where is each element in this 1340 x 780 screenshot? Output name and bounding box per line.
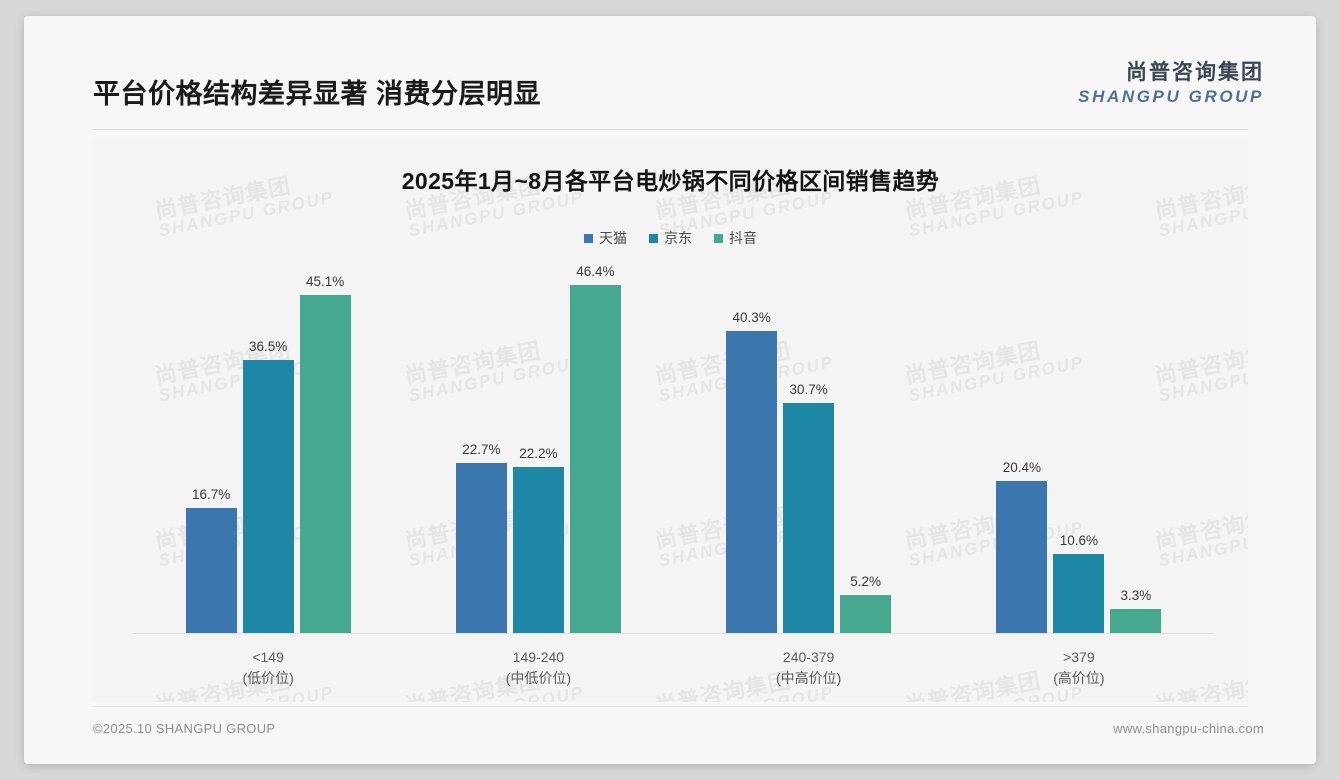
x-axis-category-sublabel: (中高价位) [775, 670, 842, 687]
bar-rect[interactable] [1110, 609, 1162, 634]
x-axis-category-range: >379 [1063, 648, 1095, 665]
x-axis-category-range: 240-379 [782, 648, 835, 665]
bar-京东-240-379[interactable]: 30.7% [783, 258, 835, 634]
legend-label: 京东 [664, 230, 692, 246]
plot-area: 16.7% 36.5% 45.1% 22.7% 22.2% 46.4% 40.3% 30.7%… [133, 258, 1214, 634]
bar-rect[interactable] [569, 285, 621, 634]
bar-京东-<149[interactable]: 36.5% [242, 258, 294, 634]
brand-name-en: SHANGPU GROUP [1078, 87, 1264, 106]
bar-京东-149-240[interactable]: 22.2% [512, 258, 564, 634]
bar-rect[interactable] [840, 594, 892, 634]
chart-title: 2025年1月~8月各平台电炒锅不同价格区间销售趋势 [401, 168, 940, 194]
bar-groups: 16.7% 36.5% 45.1% 22.7% 22.2% 46.4% 40.3% 30.7%… [133, 258, 1214, 634]
bar-天猫-149-240[interactable]: 22.7% [455, 258, 507, 634]
bar-value-label: 40.3% [732, 309, 771, 325]
bar-value-label: 22.7% [462, 442, 501, 458]
legend-label: 抖音 [729, 230, 757, 246]
legend-swatch-icon [714, 233, 723, 243]
x-axis-category-range: <149 [252, 648, 284, 665]
bars: 40.3% 30.7% 5.2% [674, 258, 944, 634]
bar-rect[interactable] [512, 467, 564, 634]
x-axis-category-sublabel: (中低价位) [505, 670, 572, 687]
x-axis-line [133, 633, 1214, 634]
legend-label: 天猫 [599, 230, 627, 246]
bar-value-label: 5.2% [850, 573, 882, 589]
brand-logo: 尚普咨询集团 SHANGPU GROUP [1078, 62, 1264, 105]
bar-rect[interactable] [299, 294, 351, 634]
x-axis-category: >379 (高价位) [944, 647, 1214, 690]
brand-name-cn: 尚普咨询集团 [1126, 61, 1264, 84]
chart-legend: 天猫 京东 抖音 [93, 228, 1248, 248]
bar-rect[interactable] [455, 463, 507, 634]
x-axis-category-sublabel: (低价位) [242, 670, 294, 687]
bar-value-label: 22.2% [519, 446, 558, 462]
x-axis-category: <149 (低价位) [133, 647, 403, 690]
bar-抖音-149-240[interactable]: 46.4% [569, 258, 621, 634]
bar-value-label: 10.6% [1059, 533, 1099, 549]
bar-抖音-240-379[interactable]: 5.2% [840, 258, 892, 634]
bar-value-label: 30.7% [789, 382, 828, 398]
bars: 20.4% 10.6% 3.3% [944, 258, 1214, 634]
legend-item-抖音[interactable]: 抖音 [714, 228, 757, 248]
legend-swatch-icon [584, 233, 593, 243]
footer-website[interactable]: www.shangpu-china.com [1113, 721, 1264, 736]
slide-header: 平台价格结构差异显著 消费分层明显 尚普咨询集团 SHANGPU GROUP [24, 16, 1316, 130]
page-title: 平台价格结构差异显著 消费分层明显 [93, 79, 542, 109]
chart-container: 尚普咨询集团 SHANGPU GROUP 尚普咨询集团 SHANGPU GROUP 尚普… [93, 140, 1248, 702]
x-axis-category: 149-240 (中低价位) [403, 647, 673, 690]
bar-rect[interactable] [185, 508, 237, 634]
legend-item-京东[interactable]: 京东 [649, 228, 692, 248]
x-axis-category-sublabel: (高价位) [1053, 670, 1105, 687]
x-axis-category-range: 149-240 [512, 648, 565, 665]
bar-group: 22.7% 22.2% 46.4% [403, 258, 673, 634]
bar-group: 20.4% 10.6% 3.3% [944, 258, 1214, 634]
legend-item-天猫[interactable]: 天猫 [584, 228, 627, 248]
legend-swatch-icon [649, 233, 658, 243]
bar-抖音->379[interactable]: 3.3% [1110, 258, 1162, 634]
bar-value-label: 36.5% [248, 338, 288, 354]
bar-天猫->379[interactable]: 20.4% [996, 258, 1048, 634]
bar-京东->379[interactable]: 10.6% [1053, 258, 1105, 634]
bar-天猫-<149[interactable]: 16.7% [185, 258, 237, 634]
x-axis-category: 240-379 (中高价位) [674, 647, 944, 690]
bar-rect[interactable] [1053, 554, 1105, 634]
footer-copyright: ©2025.10 SHANGPU GROUP [93, 721, 276, 736]
bar-rect[interactable] [726, 330, 778, 634]
slide: 平台价格结构差异显著 消费分层明显 尚普咨询集团 SHANGPU GROUP 尚… [24, 16, 1316, 764]
bar-value-label: 46.4% [576, 264, 615, 280]
bar-rect[interactable] [783, 403, 835, 634]
bar-天猫-240-379[interactable]: 40.3% [726, 258, 778, 634]
bar-抖音-<149[interactable]: 45.1% [299, 258, 351, 634]
bar-value-label: 45.1% [305, 273, 345, 289]
bars: 16.7% 36.5% 45.1% [133, 258, 403, 634]
header-divider [93, 129, 1248, 130]
bar-group: 16.7% 36.5% 45.1% [133, 258, 403, 634]
bar-value-label: 3.3% [1120, 588, 1152, 604]
bar-value-label: 16.7% [191, 487, 231, 503]
bar-group: 40.3% 30.7% 5.2% [674, 258, 944, 634]
bar-value-label: 20.4% [1002, 459, 1042, 475]
bar-rect[interactable] [242, 359, 294, 634]
bars: 22.7% 22.2% 46.4% [403, 258, 673, 634]
bar-rect[interactable] [996, 480, 1048, 634]
footer-divider [93, 706, 1248, 707]
x-axis-labels: <149 (低价位) 149-240 (中低价位) 240-379 (中高价位) >379 (… [133, 647, 1214, 690]
